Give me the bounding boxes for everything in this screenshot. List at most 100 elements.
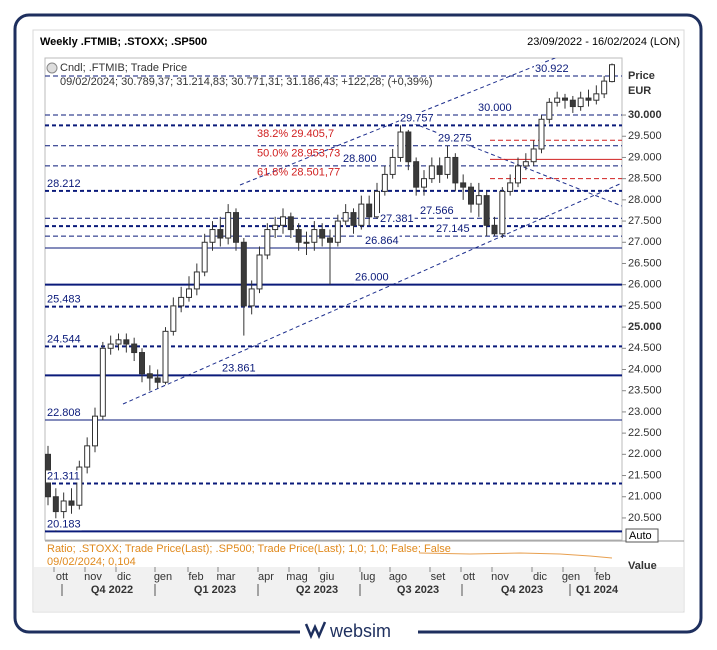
level-label: 27.145 [436,223,470,235]
level-label: 26.000 [355,272,389,284]
candle-body [483,195,490,226]
level-label-bg [477,101,513,114]
y-tick-label: 26.000 [628,279,662,291]
candle-body [115,339,122,345]
y-tick-label: 24.500 [628,342,662,354]
candle-body [475,195,482,205]
candle-body [436,165,443,175]
candle-body [303,241,310,244]
y-tick-label: 23.500 [628,385,662,397]
x-tick-label: giu [320,571,335,583]
candle-body [311,229,318,243]
candle-body [84,445,91,468]
candle-body [397,131,404,158]
candle-body [225,212,232,239]
x-tick-label: nov [491,571,509,583]
y-axis-label: Price [628,70,655,82]
ratio-legend: Ratio; .STOXX; Trade Price(Last); .SP500… [47,543,451,555]
candle-body [319,229,326,239]
candle-body [609,64,615,83]
y-tick-label: 22.000 [628,448,662,460]
level-label: 25.483 [47,294,81,306]
candle-body [256,254,263,290]
candle-body [68,500,75,506]
x-tick-label: mag [286,571,307,583]
level-label-bg [534,62,570,75]
quarter-label: Q4 2022 [91,584,133,596]
quarter-label: Q4 2023 [501,584,543,596]
candle-body [146,373,153,379]
level-label-bg [46,177,82,190]
candle-body [554,97,561,103]
candle-body [154,377,161,383]
candle-body [295,229,302,243]
quarter-label: Q1 2024 [576,584,619,596]
level-label-bg [46,470,81,483]
candle-body [178,296,185,307]
legend-values: 09/02/2024; 30.789,37; 31.214,83; 30.771… [60,76,432,88]
candle-body [577,97,584,108]
candle-body [193,271,200,290]
date-range: 23/09/2022 - 16/02/2024 (LON) [527,36,680,48]
x-tick-label: set [431,571,446,583]
y-tick-label: 25.000 [628,321,662,333]
candle-body [201,241,208,273]
candle-body [217,229,224,239]
y-axis-label: EUR [628,85,651,97]
x-tick-label: feb [595,571,610,583]
level-label-bg [435,223,471,236]
x-tick-label: ott [463,571,475,583]
y-tick-label: 27.000 [628,236,662,248]
level-label: 21.311 [47,470,80,482]
level-label: 27.566 [420,205,454,217]
candle-body [162,330,169,383]
candle-body [522,161,529,167]
chart-title: Weekly .FTMIB; .STOXX; .SP500 [40,36,207,48]
scale-mode[interactable]: Auto [629,530,652,542]
level-label-bg [221,362,257,375]
candle-body [444,156,451,175]
scale-mode-box[interactable] [625,528,659,543]
candle-body [515,165,521,184]
plot [45,58,622,533]
quarter-label: Q3 2023 [397,584,439,596]
candle-body [248,288,255,307]
candle-body [233,212,239,243]
candle-body [421,178,427,188]
x-tick-label: gen [154,571,172,583]
y-tick-label: 23.000 [628,406,662,418]
candle-body [107,343,114,349]
level-label: 26.864 [365,235,399,247]
candle-body [170,305,177,332]
brand-bg [300,622,418,642]
level-label: 30.922 [535,63,569,75]
candle-body [186,288,192,298]
y-tick-label: 30.000 [628,109,662,121]
y-tick-label: 21.500 [628,469,662,481]
candle-body [366,203,373,218]
candle-body [350,212,357,226]
legend-icon [46,62,58,74]
level-label: 29.757 [400,112,434,124]
candle-body [287,216,294,231]
x-axis-band [34,567,683,611]
candle-body [452,156,459,184]
candle-body [405,131,412,163]
level-label-bg [419,205,455,218]
x-tick-label: apr [258,571,274,583]
level-label-bg [46,293,82,306]
fib-label: 61.8% 28.501,77 [257,166,340,178]
level-label: 29.275 [438,133,472,145]
chart-panel [32,29,685,613]
level-label-bg [379,213,415,226]
candle-body [530,148,537,163]
x-tick-label: nov [84,571,102,583]
candle-body [131,343,138,354]
x-tick-label: gen [562,571,580,583]
candle-body [264,229,271,256]
candle-body [538,118,545,150]
candle-body [569,99,576,108]
level-label-bg [437,132,473,145]
candle-body [358,203,365,226]
